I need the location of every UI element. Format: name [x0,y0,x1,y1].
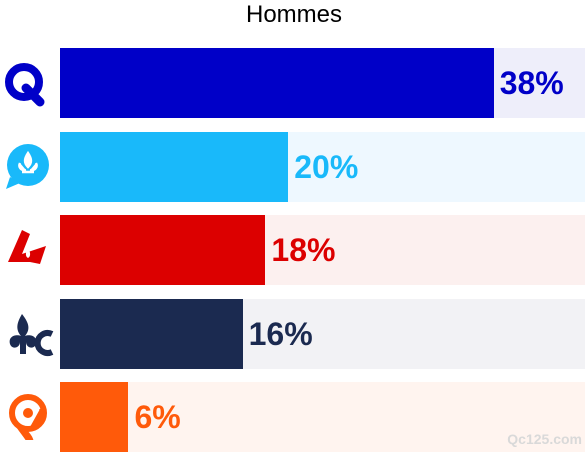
bar-pq [60,131,289,202]
qs-logo-icon [0,389,56,445]
watermark: Qc125.com [507,431,582,447]
bar-qs [60,382,129,452]
bar-row-qs: 6% [0,382,588,452]
bar-row-pcq: 16% [0,298,588,369]
data-label-pcq: 16% [248,315,313,352]
bar-row-caq: 38% [0,48,588,118]
plq-logo-icon [0,222,56,278]
data-label-qs: 6% [134,399,181,435]
data-label-pq: 20% [294,148,359,185]
chart-title: Hommes [245,1,342,28]
bar-plq [60,215,266,285]
caq-logo-icon [0,55,56,111]
bar-caq [60,48,494,118]
data-label-plq: 18% [271,232,336,268]
pcq-logo-icon [0,306,56,362]
data-label-caq: 38% [499,65,564,101]
bar-track [60,382,585,452]
pq-logo-icon [0,139,56,195]
bar-row-plq: 18% [0,215,588,285]
bar-pcq [60,298,243,369]
bar-row-pq: 20% [0,131,588,202]
